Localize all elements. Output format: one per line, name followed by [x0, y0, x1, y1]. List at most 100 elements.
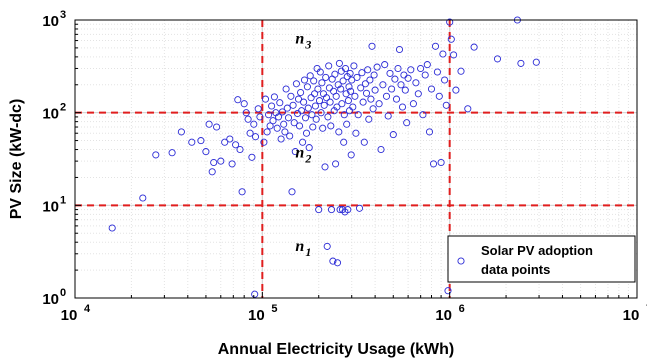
data-point: [260, 138, 268, 146]
data-point: [353, 73, 361, 81]
data-point: [322, 94, 331, 102]
data-point: [265, 111, 273, 119]
data-point: [375, 100, 383, 108]
data-point: [238, 188, 246, 196]
data-point: [319, 124, 327, 132]
data-point: [441, 76, 449, 84]
data-point: [365, 115, 373, 123]
data-point: [431, 42, 440, 50]
data-point: [338, 100, 346, 108]
data-point: [400, 71, 408, 79]
data-point: [324, 113, 332, 121]
data-point: [213, 123, 221, 131]
data-point: [388, 85, 396, 93]
data-point: [337, 85, 345, 93]
data-point: [357, 84, 365, 92]
data-point: [221, 138, 229, 146]
data-point: [366, 76, 374, 84]
data-point: [309, 123, 317, 131]
data-point: [384, 112, 392, 120]
data-point: [232, 141, 240, 149]
data-point: [351, 92, 359, 100]
data-point: [412, 79, 420, 87]
data-point: [320, 101, 328, 109]
data-point: [303, 83, 311, 91]
y-tick-exponent: 2: [60, 102, 66, 114]
data-point: [361, 80, 369, 88]
data-point: [359, 98, 367, 106]
data-point: [404, 74, 412, 82]
data-point: [403, 119, 411, 127]
data-point: [340, 111, 348, 119]
data-point: [437, 158, 445, 167]
data-point: [332, 92, 340, 100]
data-point: [274, 113, 283, 121]
data-point: [327, 206, 336, 214]
data-point: [261, 95, 270, 103]
data-point: [377, 145, 385, 154]
data-point: [300, 76, 309, 84]
data-point: [294, 95, 303, 103]
data-point: [370, 71, 378, 79]
data-point: [268, 102, 276, 110]
region-label-subscript: 3: [304, 37, 311, 51]
y-tick-label: 10: [42, 198, 59, 215]
data-point: [326, 98, 334, 106]
data-point: [139, 194, 147, 202]
data-point: [299, 138, 307, 146]
data-point: [349, 103, 357, 111]
data-point: [283, 104, 291, 112]
region-label-subscript: 1: [305, 245, 311, 259]
data-point: [331, 70, 339, 78]
data-point: [379, 81, 387, 89]
data-point: [321, 163, 329, 171]
data-point: [318, 79, 326, 87]
data-point: [208, 168, 216, 176]
data-point: [290, 119, 298, 127]
data-point: [457, 67, 465, 75]
data-point: [335, 59, 343, 67]
legend-marker: [457, 257, 465, 265]
data-point: [447, 35, 455, 43]
data-point: [276, 99, 284, 107]
data-point: [391, 75, 399, 83]
data-point: [369, 105, 377, 113]
data-point: [371, 86, 379, 94]
data-point: [341, 64, 350, 73]
data-point: [362, 89, 371, 97]
data-point: [284, 114, 293, 122]
data-point: [327, 122, 335, 130]
data-point: [425, 128, 434, 136]
data-point: [311, 102, 319, 110]
data-point: [254, 105, 262, 113]
data-point: [202, 148, 210, 156]
data-point: [278, 108, 286, 116]
data-point: [532, 58, 540, 66]
data-point: [304, 104, 312, 112]
data-point: [287, 92, 295, 100]
data-point: [333, 103, 341, 111]
data-point: [307, 94, 315, 102]
data-point: [401, 86, 409, 94]
data-point: [312, 115, 320, 123]
data-point: [470, 43, 478, 51]
data-point: [234, 96, 242, 104]
data-point: [302, 129, 311, 137]
data-point: [382, 92, 391, 100]
data-point: [281, 128, 289, 136]
data-point: [300, 98, 308, 106]
data-point: [334, 81, 342, 89]
data-point: [464, 105, 472, 113]
data-point: [452, 86, 460, 94]
data-point: [433, 68, 441, 76]
data-point: [308, 111, 316, 119]
y-tick-exponent: 1: [60, 194, 66, 206]
data-point: [360, 138, 368, 146]
data-point: [347, 87, 355, 95]
data-point: [345, 83, 353, 91]
data-point: [251, 133, 260, 141]
data-point: [335, 128, 343, 136]
y-tick-label: 10: [42, 291, 59, 308]
data-point: [250, 120, 258, 128]
